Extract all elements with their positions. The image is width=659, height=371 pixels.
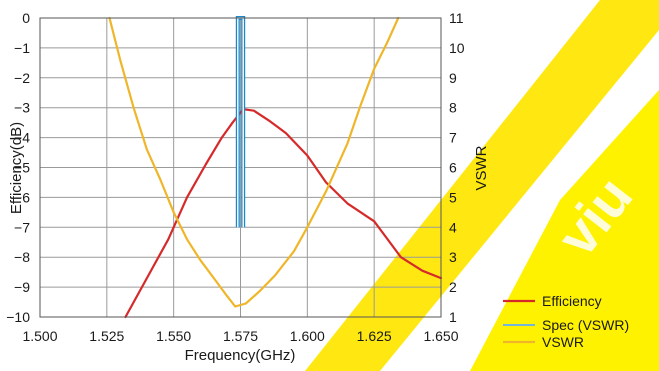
y2-tick-label: 1 bbox=[449, 309, 457, 325]
plot-frame bbox=[39, 17, 442, 318]
y-tick-label: −7 bbox=[14, 219, 30, 235]
y2-tick-label: 8 bbox=[449, 100, 457, 116]
y-tick-label: −9 bbox=[14, 279, 30, 295]
series-line-efficiency bbox=[124, 108, 443, 319]
y2-tick-label: 6 bbox=[449, 160, 457, 176]
y-tick-label: −6 bbox=[14, 189, 30, 205]
y2-tick-label: 4 bbox=[449, 219, 457, 235]
x-axis-ticks: 1.500 1.525 1.550 1.575 1.600 1.625 1.650 bbox=[22, 328, 458, 344]
y2-tick-label: 7 bbox=[449, 130, 457, 146]
x-tick-label: 1.600 bbox=[290, 328, 325, 344]
x-tick-label: 1.575 bbox=[223, 328, 258, 344]
y-axis-right-title: VSWR bbox=[473, 145, 490, 190]
legend-label-spec: Spec (VSWR) bbox=[542, 317, 629, 333]
y-axis-left-ticks: 0 −1 −2 −3 −4 −5 −6 −7 −8 −9 −10 bbox=[6, 10, 30, 325]
legend-label-vswr: VSWR bbox=[542, 334, 584, 350]
y-tick-label: −8 bbox=[14, 249, 30, 265]
y2-tick-label: 5 bbox=[449, 189, 457, 205]
y2-tick-label: 3 bbox=[449, 249, 457, 265]
y-tick-label: −10 bbox=[6, 309, 30, 325]
grid bbox=[40, 18, 441, 317]
x-tick-label: 1.550 bbox=[156, 328, 191, 344]
y2-tick-label: 10 bbox=[449, 40, 465, 56]
y2-tick-label: 9 bbox=[449, 70, 457, 86]
y-tick-label: −4 bbox=[14, 130, 30, 146]
x-tick-label: 1.525 bbox=[89, 328, 124, 344]
x-tick-label: 1.650 bbox=[423, 328, 458, 344]
y-tick-label: −2 bbox=[14, 70, 30, 86]
series-line-vswr bbox=[108, 16, 400, 308]
y2-tick-label: 11 bbox=[449, 10, 464, 26]
x-axis-title: Frequency(GHz) bbox=[185, 347, 296, 364]
y2-tick-label: 2 bbox=[449, 279, 457, 295]
y-axis-left-title: Efficiency(dB) bbox=[8, 122, 25, 214]
legend: Efficiency Spec (VSWR) VSWR bbox=[503, 293, 629, 350]
y-axis-right-ticks: 11 10 9 8 7 6 5 4 3 2 1 bbox=[449, 10, 465, 325]
y-tick-label: 0 bbox=[22, 10, 30, 26]
x-tick-label: 1.500 bbox=[22, 328, 57, 344]
y-tick-label: −5 bbox=[14, 160, 30, 176]
y-tick-label: −3 bbox=[14, 100, 30, 116]
legend-label-efficiency: Efficiency bbox=[542, 293, 602, 309]
x-tick-label: 1.625 bbox=[357, 328, 392, 344]
watermark-stripe bbox=[305, 0, 659, 371]
y-tick-label: −1 bbox=[14, 40, 30, 56]
